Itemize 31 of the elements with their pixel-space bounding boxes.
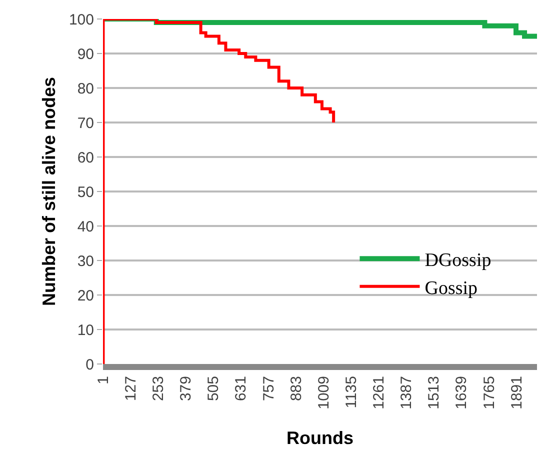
y-tick-label: 80: [77, 80, 94, 98]
x-tick-label: 883: [288, 376, 305, 402]
x-tick-label: 1513: [426, 376, 443, 410]
y-tick-label: 90: [77, 46, 94, 63]
x-tick-label: 1639: [453, 376, 470, 410]
x-tick-label: 127: [122, 376, 140, 402]
x-tick-label: 379: [178, 376, 195, 402]
y-tick-label: 100: [68, 11, 94, 28]
x-tick-label: 1135: [342, 376, 360, 408]
y-axis-title: Number of still alive nodes: [39, 76, 60, 306]
y-tick-label: 70: [77, 114, 94, 132]
x-tick-label: 505: [205, 376, 222, 402]
x-tick-label: 1261: [370, 376, 388, 410]
y-tick-label: 40: [77, 218, 94, 236]
x-axis-title: Rounds: [286, 428, 354, 448]
y-tick-label: 30: [77, 252, 94, 270]
x-tick-label: 757: [260, 376, 278, 402]
y-tick-label: 60: [77, 149, 94, 166]
x-tick-label: 1009: [315, 376, 332, 410]
y-tick-label: 10: [77, 322, 94, 339]
legend-label: DGossip: [424, 250, 492, 272]
x-tick-label: 1765: [480, 376, 498, 410]
x-tick-label: 631: [232, 376, 250, 402]
y-tick-label: 50: [77, 184, 94, 201]
x-tick-label: 1387: [398, 376, 416, 410]
y-tick-label: 0: [86, 356, 94, 374]
legend-label: Gossip: [424, 278, 478, 299]
y-tick-label: 20: [77, 287, 94, 304]
x-tick-label: 1: [94, 376, 112, 384]
x-tick-label: 1891: [508, 376, 526, 410]
x-tick-label: 253: [150, 376, 168, 402]
